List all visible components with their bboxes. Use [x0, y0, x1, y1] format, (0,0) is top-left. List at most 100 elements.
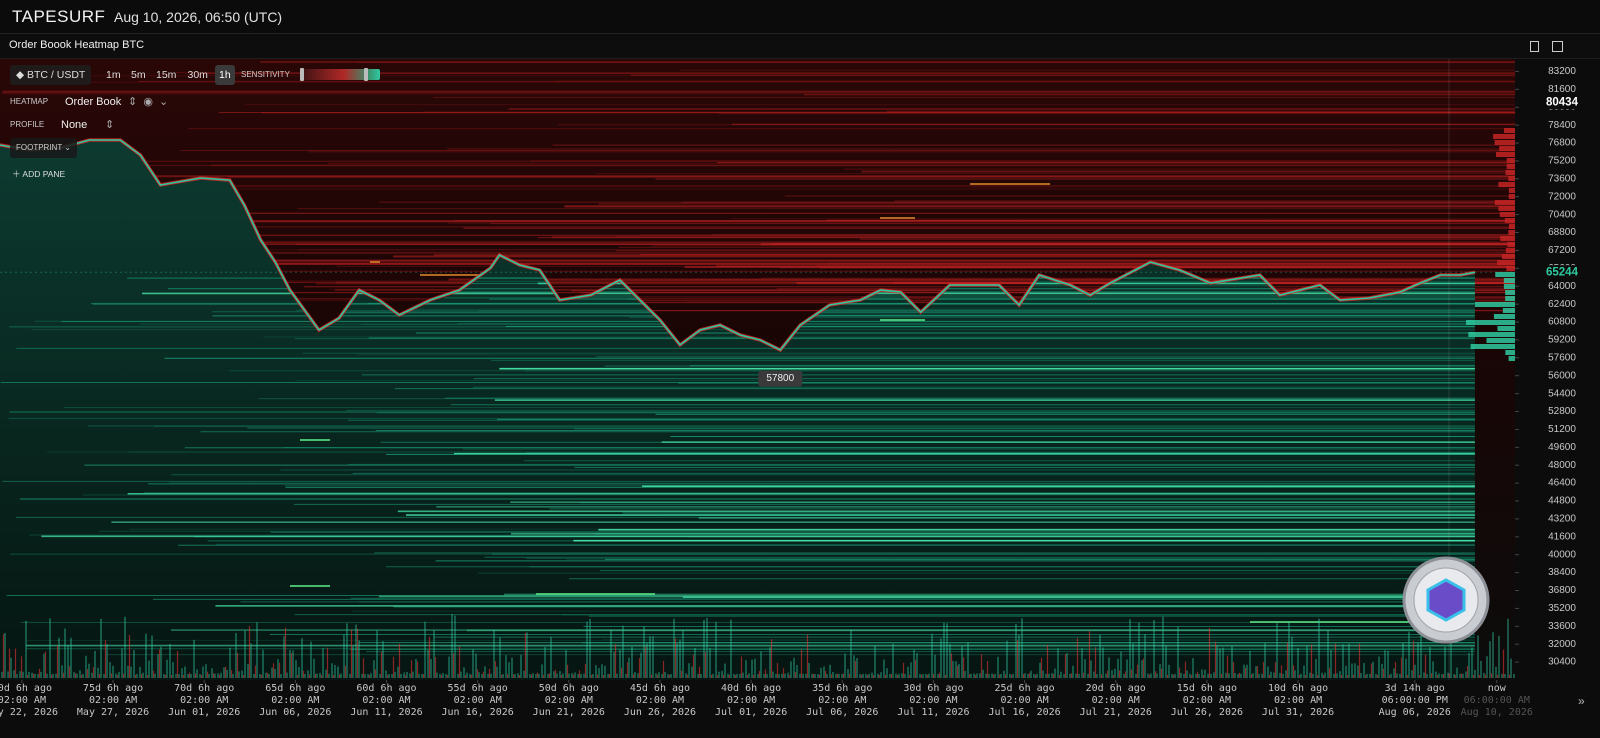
profile-layer[interactable]: PROFILE None ⇕ [10, 115, 114, 135]
x-tick-label: Aug 10, 2026 [1461, 707, 1533, 718]
x-tick-label: 02:00 AM [1274, 695, 1322, 706]
slider-knob[interactable] [364, 68, 368, 81]
volume-texture [2, 626, 1511, 678]
x-tick-label: 3d 14h ago [1385, 683, 1445, 694]
layer-label: HEATMAP [10, 97, 49, 106]
expand-icon[interactable]: » [1578, 694, 1585, 708]
maximize-button[interactable] [1530, 41, 1539, 52]
x-tick-label: 06:00:00 AM [1464, 695, 1530, 706]
book-profile [1505, 170, 1515, 175]
book-profile [1505, 350, 1515, 355]
x-tick-label: Jun 06, 2026 [259, 707, 331, 718]
timeframe-button[interactable]: 1h [215, 65, 235, 85]
footprint-layer[interactable]: FOOTPRINT ⌄ [10, 138, 78, 158]
x-tick-label: Jun 01, 2026 [168, 707, 240, 718]
y-tick-label: 72000 [1548, 191, 1576, 202]
y-tick-label: 75200 [1548, 156, 1576, 167]
book-profile [1470, 344, 1515, 349]
layer-value: Order Book [65, 96, 122, 108]
book-profile [1497, 260, 1515, 265]
price-marker: 80434 [1546, 96, 1579, 108]
x-tick-label: Jul 06, 2026 [806, 707, 878, 718]
x-tick-label: 80d 6h ago [0, 683, 52, 694]
book-profile [1508, 356, 1515, 361]
book-profile [1494, 200, 1515, 205]
time-axis-background [0, 680, 1515, 738]
x-tick-label: 50d 6h ago [539, 683, 599, 694]
slider-knob[interactable] [300, 68, 304, 81]
x-tick-label: 45d 6h ago [630, 683, 690, 694]
symbol-selector[interactable]: ◆ BTC / USDT [10, 65, 92, 85]
x-tick-label: 02:00 AM [454, 695, 502, 706]
book-profile [1503, 284, 1515, 289]
timeframe-button[interactable]: 1m [106, 69, 121, 81]
book-profile [1474, 302, 1515, 307]
book-profile [1503, 128, 1515, 133]
x-tick-label: 65d 6h ago [265, 683, 325, 694]
x-tick-label: 15d 6h ago [1177, 683, 1237, 694]
x-tick-label: Aug 06, 2026 [1379, 707, 1451, 718]
brand[interactable]: TAPESURF [12, 7, 106, 26]
book-profile [1498, 206, 1515, 211]
book-profile [1505, 290, 1515, 295]
book-profile [1506, 266, 1515, 271]
y-tick-label: 40000 [1548, 549, 1576, 560]
x-tick-label: 30d 6h ago [903, 683, 963, 694]
book-profile [1506, 158, 1515, 163]
x-tick-label: 02:00 AM [271, 695, 319, 706]
price-marker-box [1526, 265, 1600, 280]
timeframe-button[interactable]: 30m [187, 69, 208, 81]
price-marker-box [1526, 95, 1600, 110]
x-tick-label: 70d 6h ago [174, 683, 234, 694]
y-tick-label: 67200 [1548, 245, 1576, 256]
low-label: 57800 [766, 373, 794, 384]
book-profile [1500, 236, 1515, 241]
y-tick-label: 48000 [1548, 460, 1576, 471]
x-tick-label: 02:00 AM [818, 695, 866, 706]
book-profile [1493, 314, 1515, 319]
add-pane-label: ADD PANE [22, 169, 66, 179]
y-tick-label: 35200 [1548, 603, 1576, 614]
heatmap-layer[interactable]: HEATMAP Order Book ⇕ ◉ ⌄ [10, 92, 168, 112]
sensitivity-slider[interactable] [300, 68, 380, 81]
x-tick-label: 02:00 AM [727, 695, 775, 706]
book-profile [1504, 218, 1515, 223]
book-profile [1506, 164, 1515, 169]
x-tick-label: Jun 16, 2026 [442, 707, 514, 718]
select-arrows[interactable]: ⇕ [105, 119, 115, 131]
x-tick-label: Jul 31, 2026 [1262, 707, 1334, 718]
y-tick-label: 57600 [1548, 352, 1576, 363]
book-profile [1494, 140, 1515, 145]
y-tick-label: 51200 [1548, 424, 1576, 435]
timeframe-button[interactable]: 15m [156, 69, 177, 81]
y-tick-label: 78400 [1548, 120, 1576, 131]
add-pane-button[interactable]: ＋ ADD PANE [12, 169, 66, 179]
timeframe-button[interactable]: 5m [131, 69, 146, 81]
x-tick-label: 35d 6h ago [812, 683, 872, 694]
y-tick-label: 62400 [1548, 299, 1576, 310]
x-tick-label: May 22, 2026 [0, 707, 58, 718]
x-tick-label: Jun 26, 2026 [624, 707, 696, 718]
y-tick-label: 30400 [1548, 657, 1576, 668]
y-tick-label: 32000 [1548, 639, 1576, 650]
window-button[interactable] [1552, 41, 1563, 52]
volume-texture [1, 614, 1515, 678]
panel-title: Order Boook Heatmap BTC [9, 39, 145, 51]
select-arrows[interactable]: ⇕ ◉ ⌄ [128, 96, 169, 108]
x-tick-label: Jul 21, 2026 [1080, 707, 1152, 718]
x-tick-label: 02:00 AM [909, 695, 957, 706]
axis-background [1515, 58, 1600, 738]
book-profile [1497, 326, 1515, 331]
book-profile [1508, 230, 1515, 235]
x-tick-label: 06:00:00 PM [1382, 695, 1448, 706]
x-tick-label: now [1488, 683, 1507, 694]
x-tick-label: Jul 01, 2026 [715, 707, 787, 718]
x-tick-label: Jul 11, 2026 [897, 707, 969, 718]
y-tick-label: 83200 [1548, 66, 1576, 77]
datetime: Aug 10, 2026, 06:50 (UTC) [114, 9, 283, 25]
price-line [0, 139, 1476, 352]
bid-liquidity-group [0, 277, 1475, 656]
layer-label: FOOTPRINT [16, 143, 63, 152]
